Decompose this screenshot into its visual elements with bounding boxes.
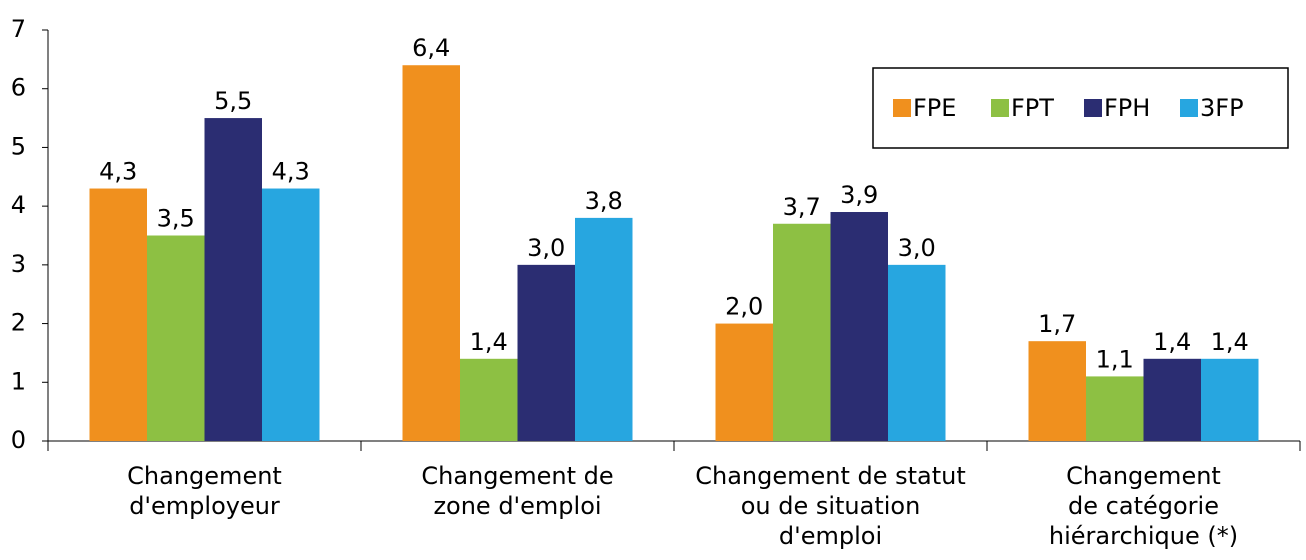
value-label: 1,4 xyxy=(470,328,508,356)
legend: FPE FPT FPH 3FP xyxy=(872,67,1289,149)
x-tick-label: Changement de zone d'emploi xyxy=(421,462,613,520)
legend-label: FPT xyxy=(1011,94,1054,122)
x-tick-label: Changement d'employeur xyxy=(127,462,282,520)
y-tick-label: 6 xyxy=(11,74,26,102)
value-label: 3,0 xyxy=(898,234,936,262)
bar xyxy=(89,188,147,441)
x-tick-label-line: de catégorie xyxy=(1068,492,1219,520)
legend-label: FPE xyxy=(913,94,956,122)
bar xyxy=(1201,358,1259,441)
x-tick-label-line: ou de situation xyxy=(741,492,921,520)
bar xyxy=(1028,341,1086,441)
y-tick-label: 3 xyxy=(11,250,26,278)
bar xyxy=(888,264,946,441)
x-tick-label-line: Changement de statut xyxy=(695,462,966,490)
bar xyxy=(830,212,888,441)
value-label: 3,8 xyxy=(585,187,623,215)
value-label: 4,3 xyxy=(272,158,310,186)
value-label: 3,5 xyxy=(157,205,195,233)
legend-label: FPH xyxy=(1104,94,1150,122)
y-tick-label: 5 xyxy=(11,132,26,160)
bar xyxy=(204,118,262,442)
x-tick-label-line: hiérarchique (*) xyxy=(1049,522,1238,550)
bar xyxy=(715,323,773,441)
y-tick-label: 0 xyxy=(11,426,26,454)
value-label: 1,7 xyxy=(1038,310,1076,338)
value-label: 4,3 xyxy=(99,158,137,186)
legend-swatch xyxy=(1180,99,1198,117)
x-tick-label-line: d'employeur xyxy=(129,492,280,520)
y-tick-label: 4 xyxy=(11,191,26,219)
legend-swatch xyxy=(991,99,1009,117)
value-label: 1,4 xyxy=(1211,328,1249,356)
value-label: 6,4 xyxy=(412,34,450,62)
bar xyxy=(262,188,320,441)
y-tick-label: 2 xyxy=(11,309,26,337)
x-tick-label-line: Changement xyxy=(1066,462,1221,490)
legend-swatch xyxy=(1084,99,1102,117)
x-tick-label: Changement de catégorie hiérarchique (*) xyxy=(1049,462,1238,550)
bar xyxy=(1143,358,1201,441)
value-label: 1,4 xyxy=(1153,328,1191,356)
legend-label: 3FP xyxy=(1200,94,1244,122)
x-tick-label-line: Changement de xyxy=(421,462,613,490)
y-tick-label: 7 xyxy=(11,15,26,43)
value-label: 2,0 xyxy=(725,293,763,321)
x-tick-label-line: d'emploi xyxy=(779,522,882,550)
y-tick-label: 1 xyxy=(11,367,26,395)
legend-swatch xyxy=(893,99,911,117)
bar xyxy=(460,358,518,441)
bar xyxy=(147,235,205,441)
bar xyxy=(773,223,831,441)
bar xyxy=(575,217,633,441)
value-label: 5,5 xyxy=(214,87,252,115)
x-tick-label: Changement de statut ou de situation d'emp… xyxy=(695,462,966,550)
value-label: 1,1 xyxy=(1096,345,1134,373)
value-label: 3,7 xyxy=(783,193,821,221)
x-tick-label-line: Changement xyxy=(127,462,282,490)
bar xyxy=(517,264,575,441)
value-label: 3,0 xyxy=(527,234,565,262)
x-tick-label-line: zone d'emploi xyxy=(433,492,601,520)
legend-box xyxy=(872,67,1289,149)
value-label: 3,9 xyxy=(840,181,878,209)
bar xyxy=(402,65,460,441)
bar xyxy=(1086,376,1144,441)
